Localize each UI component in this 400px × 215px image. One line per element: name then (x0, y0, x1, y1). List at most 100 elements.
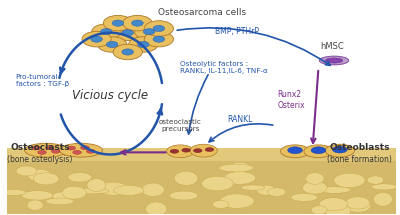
Ellipse shape (114, 185, 144, 195)
Ellipse shape (81, 146, 89, 150)
Ellipse shape (205, 148, 214, 152)
Ellipse shape (325, 204, 351, 215)
Ellipse shape (230, 162, 250, 173)
Ellipse shape (138, 41, 149, 48)
Ellipse shape (46, 146, 54, 150)
Ellipse shape (371, 184, 397, 190)
Ellipse shape (98, 37, 127, 52)
Ellipse shape (182, 148, 190, 152)
Ellipse shape (320, 56, 349, 65)
Ellipse shape (129, 37, 158, 52)
Bar (7, 157, 396, 214)
Ellipse shape (291, 194, 318, 201)
Ellipse shape (325, 144, 354, 157)
Ellipse shape (306, 173, 324, 184)
Ellipse shape (170, 149, 179, 153)
Ellipse shape (325, 58, 343, 63)
Ellipse shape (99, 182, 128, 195)
Ellipse shape (319, 187, 350, 193)
Text: Pro-tumoral
factors : TGF-β: Pro-tumoral factors : TGF-β (16, 74, 69, 87)
Text: BMP, PTHrP: BMP, PTHrP (215, 27, 259, 36)
Ellipse shape (268, 188, 286, 196)
Ellipse shape (122, 49, 134, 55)
Ellipse shape (28, 169, 52, 182)
Ellipse shape (170, 191, 198, 200)
Ellipse shape (33, 173, 59, 185)
Ellipse shape (212, 200, 229, 209)
Ellipse shape (113, 44, 142, 60)
Ellipse shape (106, 41, 118, 48)
Text: Osteoblasts: Osteoblasts (329, 143, 390, 152)
Ellipse shape (134, 24, 164, 39)
Ellipse shape (143, 29, 155, 35)
Text: hMSC: hMSC (320, 42, 344, 51)
Text: Osteoclasts: Osteoclasts (10, 143, 70, 152)
Ellipse shape (1, 189, 26, 195)
Ellipse shape (334, 173, 365, 188)
Text: Osteolytic factors :
RANKL, IL-11,IL-6, TNF-α: Osteolytic factors : RANKL, IL-11,IL-6, … (180, 61, 268, 74)
Ellipse shape (60, 143, 102, 157)
Ellipse shape (311, 206, 327, 215)
Ellipse shape (190, 144, 217, 157)
Ellipse shape (144, 21, 174, 36)
Ellipse shape (202, 177, 233, 191)
Ellipse shape (367, 176, 384, 184)
Ellipse shape (103, 15, 132, 31)
Ellipse shape (46, 198, 74, 205)
Ellipse shape (132, 20, 143, 26)
Ellipse shape (311, 147, 326, 154)
Ellipse shape (219, 164, 254, 172)
Ellipse shape (146, 202, 167, 215)
Ellipse shape (304, 145, 333, 158)
Ellipse shape (87, 179, 106, 192)
Text: Osteosarcoma cells: Osteosarcoma cells (158, 8, 246, 17)
Ellipse shape (256, 185, 276, 195)
Ellipse shape (113, 25, 142, 40)
Text: (bone formation): (bone formation) (327, 155, 392, 164)
Ellipse shape (319, 198, 348, 211)
Ellipse shape (153, 25, 165, 32)
Text: (bone osteolysis): (bone osteolysis) (8, 155, 73, 164)
Ellipse shape (32, 146, 40, 150)
Ellipse shape (24, 143, 67, 157)
Bar (7, 148, 396, 161)
Ellipse shape (122, 30, 134, 36)
Ellipse shape (91, 36, 102, 42)
Ellipse shape (92, 24, 121, 39)
Ellipse shape (288, 147, 302, 154)
Ellipse shape (194, 149, 202, 153)
Ellipse shape (142, 183, 164, 197)
Text: Vicious cycle: Vicious cycle (72, 89, 148, 102)
Ellipse shape (345, 200, 371, 212)
Ellipse shape (76, 188, 109, 194)
Ellipse shape (224, 172, 256, 184)
Ellipse shape (332, 146, 347, 153)
Ellipse shape (112, 20, 124, 26)
Ellipse shape (220, 194, 254, 208)
Ellipse shape (167, 145, 194, 158)
Ellipse shape (22, 191, 53, 200)
Ellipse shape (73, 150, 81, 154)
Ellipse shape (62, 186, 86, 199)
Ellipse shape (123, 15, 152, 31)
Ellipse shape (27, 200, 43, 210)
Ellipse shape (174, 171, 198, 185)
Ellipse shape (86, 149, 95, 153)
Ellipse shape (153, 36, 165, 42)
Text: osteoclastic
precursors: osteoclastic precursors (159, 119, 202, 132)
Ellipse shape (374, 192, 392, 206)
Ellipse shape (241, 185, 265, 190)
Ellipse shape (346, 197, 370, 209)
Ellipse shape (16, 166, 37, 176)
Ellipse shape (67, 146, 76, 150)
Ellipse shape (280, 145, 310, 158)
Ellipse shape (52, 192, 74, 200)
Ellipse shape (68, 173, 92, 182)
Ellipse shape (82, 31, 111, 47)
Ellipse shape (302, 181, 327, 194)
Ellipse shape (52, 149, 60, 153)
Ellipse shape (100, 29, 112, 35)
Ellipse shape (144, 31, 174, 47)
Text: Runx2
Osterix: Runx2 Osterix (278, 90, 305, 110)
Text: RANKL: RANKL (227, 115, 252, 124)
